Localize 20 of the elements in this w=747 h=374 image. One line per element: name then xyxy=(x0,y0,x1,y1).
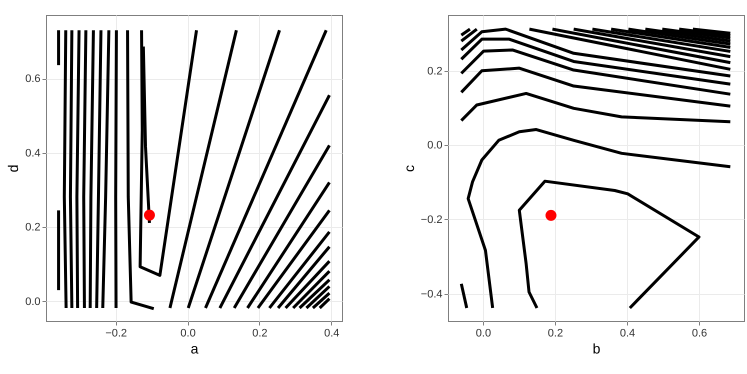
x-tick-label: 0.0 xyxy=(476,328,492,340)
y-tick-label: 0.2 xyxy=(25,222,40,234)
x-tick-label: 0.4 xyxy=(620,328,636,340)
x-tick-label: 0.2 xyxy=(548,328,564,340)
x-tick-label: 0.6 xyxy=(692,328,708,340)
x-axis-title: a xyxy=(190,340,199,356)
y-axis-title: d xyxy=(5,164,22,172)
x-tick-label: −0.2 xyxy=(105,328,128,340)
y-tick-label: 0.2 xyxy=(427,65,442,78)
y-tick-label: 0.0 xyxy=(25,296,40,308)
x-tick-label: 0.2 xyxy=(252,328,268,340)
x-axis-title: b xyxy=(592,340,601,356)
y-axis-title: c xyxy=(400,165,417,172)
y-tick-label: 0.0 xyxy=(427,140,442,152)
x-tick-label: 0.0 xyxy=(180,328,196,340)
y-tick-label: −0.2 xyxy=(420,214,442,226)
x-tick-label: 0.4 xyxy=(324,328,340,340)
y-tick-label: 0.6 xyxy=(25,73,40,85)
y-tick-label: 0.4 xyxy=(25,147,40,160)
y-tick-label: −0.4 xyxy=(420,288,442,300)
